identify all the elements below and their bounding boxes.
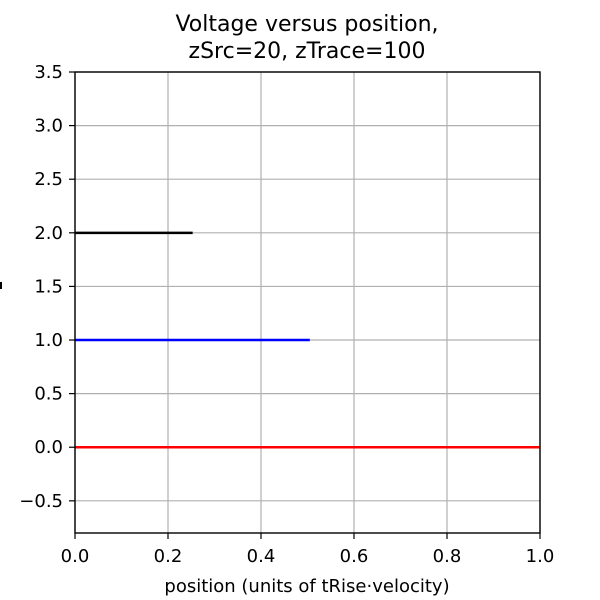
- x-tick-label: 0.0: [61, 546, 90, 567]
- y-tick-label: 3.5: [34, 62, 63, 83]
- y-tick-label: 1.0: [34, 330, 63, 351]
- x-tick-label: 0.8: [433, 546, 462, 567]
- chart-title: Voltage versus position, zSrc=20, zTrace…: [175, 12, 438, 64]
- x-axis-label: position (units of tRise·velocity): [164, 576, 449, 597]
- y-tick-label: 3.0: [34, 116, 63, 137]
- y-tick-label: −0.5: [19, 491, 63, 512]
- grid: [74, 71, 541, 533]
- x-tick-label: 1.0: [526, 546, 555, 567]
- y-tick-label: 2.0: [34, 223, 63, 244]
- y-tick-label: 0.0: [34, 437, 63, 458]
- chart-title-line-1: Voltage versus position,: [175, 12, 438, 37]
- x-tick-label: 0.2: [154, 546, 183, 567]
- y-axis-label-fragment: [0, 282, 2, 289]
- x-tick-label: 0.4: [247, 546, 276, 567]
- y-tick-label: 0.5: [34, 384, 63, 405]
- series-layer: [75, 231, 540, 449]
- chart-title-line-2: zSrc=20, zTrace=100: [189, 39, 426, 64]
- x-tick-label: 0.6: [340, 546, 369, 567]
- y-tick-label: 1.5: [34, 276, 63, 297]
- plot-frame: [74, 71, 541, 534]
- tick-layer: 0.0 0.2 0.4 0.6 0.8 1.0 −0.5 0.0 0.5 1.0 1.5 2.0 2.5…: [19, 62, 554, 567]
- y-tick-label: 2.5: [34, 169, 63, 190]
